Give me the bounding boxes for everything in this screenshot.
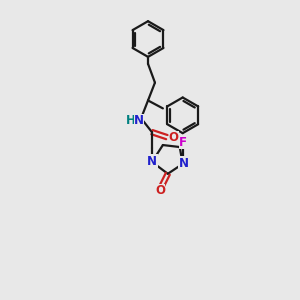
Text: N: N: [134, 114, 144, 127]
Text: N: N: [179, 158, 189, 170]
Text: O: O: [155, 184, 165, 197]
Text: N: N: [147, 155, 157, 168]
Text: F: F: [179, 136, 187, 148]
Text: O: O: [169, 130, 179, 144]
Text: H: H: [126, 114, 136, 127]
